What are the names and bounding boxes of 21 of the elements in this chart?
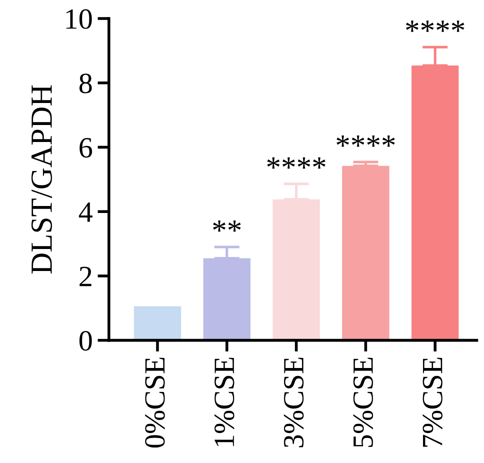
y-tick-label: 10: [66, 9, 92, 29]
annotation: ****: [267, 157, 326, 169]
y-tick-label: 2: [80, 266, 92, 286]
annotation: ****: [406, 20, 464, 32]
y-tick-label: 6: [80, 138, 92, 158]
x-tick-label: 0%CSE: [145, 358, 165, 448]
y-tick-label: 8: [79, 74, 92, 94]
y-tick-label: 0: [79, 331, 92, 351]
y-axis-title: DLST/GAPDH: [31, 85, 52, 274]
x-tick-label: 1%CSE: [214, 358, 234, 446]
x-tick-label: 3%CSE: [284, 358, 304, 448]
bar: [272, 199, 320, 340]
bar: [412, 66, 459, 340]
bar: [134, 306, 182, 340]
y-tick-label: 4: [78, 202, 92, 222]
bar: [203, 258, 250, 340]
annotation: ****: [336, 136, 395, 147]
x-tick-label: 7%CSE: [422, 358, 442, 447]
x-tick-label: 5%CSE: [353, 358, 374, 447]
annotation: **: [213, 220, 241, 232]
bar: [342, 166, 390, 340]
